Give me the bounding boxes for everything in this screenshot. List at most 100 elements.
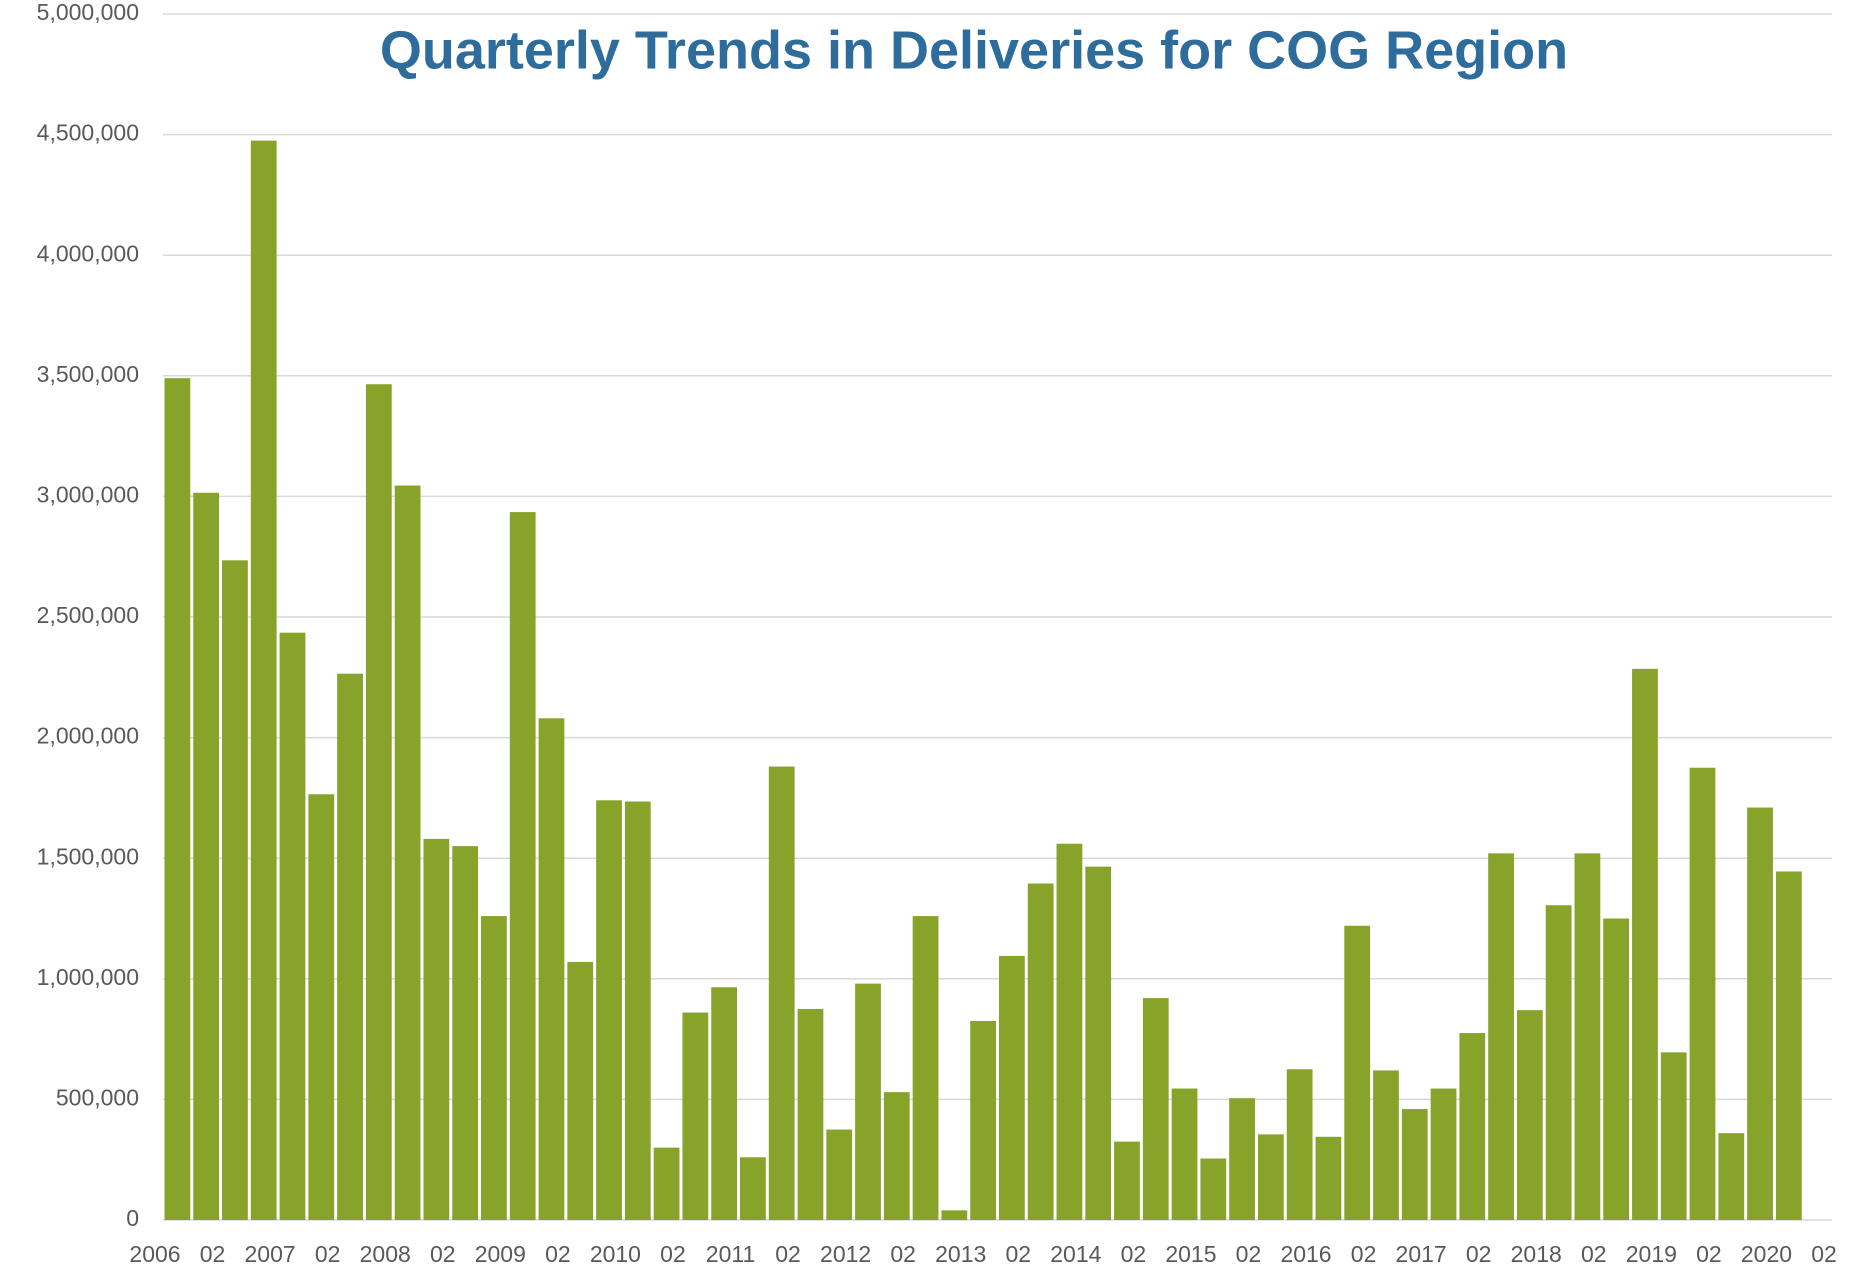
bar — [826, 1129, 853, 1220]
x-tick-label: 02 — [1121, 1241, 1147, 1267]
x-tick-label: 2009 — [475, 1241, 526, 1267]
bar — [970, 1021, 996, 1220]
bar — [308, 794, 335, 1220]
bar — [999, 955, 1025, 1220]
bar — [394, 485, 421, 1220]
y-tick-label: 0 — [126, 1205, 139, 1231]
bar — [1171, 1088, 1198, 1220]
x-tick-label: 2012 — [820, 1241, 871, 1267]
bar — [1142, 998, 1169, 1220]
bar — [1056, 843, 1083, 1220]
x-tick-label: 2017 — [1396, 1241, 1447, 1267]
x-tick-label: 02 — [545, 1241, 571, 1267]
chart-title: Quarterly Trends in Deliveries for COG R… — [380, 20, 1568, 80]
y-tick-label: 5,000,000 — [37, 0, 139, 25]
y-tick-label: 2,000,000 — [37, 723, 139, 749]
bar — [1747, 807, 1773, 1220]
x-tick-label: 02 — [775, 1241, 801, 1267]
x-tick-label: 02 — [1811, 1241, 1837, 1267]
bar — [1200, 1158, 1227, 1220]
x-tick-label: 02 — [890, 1241, 916, 1267]
x-tick-label: 2007 — [245, 1241, 296, 1267]
bar — [1488, 853, 1514, 1220]
x-tick-label: 02 — [1466, 1241, 1492, 1267]
bar — [279, 632, 306, 1220]
x-tick-label: 2014 — [1050, 1241, 1101, 1267]
y-tick-label: 4,000,000 — [37, 240, 139, 266]
y-tick-label: 3,500,000 — [37, 361, 139, 387]
y-tick-label: 3,000,000 — [37, 481, 139, 507]
x-tick-label: 2020 — [1741, 1241, 1792, 1267]
bar — [509, 512, 536, 1220]
bar — [1689, 767, 1716, 1220]
bar — [1516, 1010, 1543, 1220]
bar — [1085, 866, 1112, 1220]
bar — [855, 983, 881, 1220]
y-tick-label: 4,500,000 — [37, 120, 139, 146]
x-tick-label: 2016 — [1280, 1241, 1331, 1267]
x-tick-label: 02 — [430, 1241, 456, 1267]
bar — [1401, 1109, 1428, 1220]
bar — [740, 1157, 766, 1220]
bar — [481, 916, 507, 1220]
x-tick-label: 2010 — [590, 1241, 641, 1267]
x-tick-label: 2013 — [935, 1241, 986, 1267]
x-tick-label: 2018 — [1511, 1241, 1562, 1267]
bar — [538, 718, 565, 1220]
bar — [653, 1147, 680, 1220]
bar — [1257, 1134, 1284, 1220]
bar — [250, 140, 277, 1220]
bar — [1574, 853, 1601, 1220]
bar — [365, 384, 392, 1220]
bar — [1430, 1088, 1457, 1220]
bar — [452, 846, 479, 1220]
y-tick-label: 1,500,000 — [37, 843, 139, 869]
bar — [941, 1210, 968, 1220]
bar — [1660, 1052, 1687, 1220]
x-tick-label: 02 — [200, 1241, 226, 1267]
bar — [337, 673, 363, 1220]
bar — [1373, 1070, 1399, 1220]
x-tick-label: 02 — [1236, 1241, 1262, 1267]
x-tick-label: 02 — [1581, 1241, 1607, 1267]
x-tick-label: 2011 — [706, 1241, 755, 1267]
bar — [711, 987, 738, 1220]
bar — [567, 961, 594, 1220]
bar — [682, 1012, 709, 1220]
x-tick-label: 2008 — [360, 1241, 411, 1267]
y-tick-label: 1,000,000 — [37, 964, 139, 990]
bar — [1344, 925, 1371, 1220]
x-tick-label: 02 — [315, 1241, 341, 1267]
x-tick-label: 02 — [1351, 1241, 1377, 1267]
x-tick-label: 02 — [660, 1241, 686, 1267]
bar — [1632, 668, 1658, 1220]
bar — [624, 801, 651, 1220]
y-tick-label: 2,500,000 — [37, 602, 139, 628]
x-tick-label: 2019 — [1626, 1241, 1677, 1267]
bar — [596, 800, 622, 1220]
bar — [912, 916, 939, 1220]
x-tick-label: 02 — [1696, 1241, 1722, 1267]
bar — [222, 560, 248, 1220]
bar — [164, 378, 191, 1220]
bar — [1286, 1069, 1313, 1220]
x-tick-label: 2006 — [129, 1241, 180, 1267]
bar — [1603, 918, 1630, 1220]
bar — [423, 838, 450, 1220]
bar — [193, 492, 220, 1221]
bar — [1545, 905, 1572, 1220]
bar — [797, 1008, 824, 1220]
bar — [1027, 883, 1054, 1220]
bar — [883, 1092, 910, 1220]
bar — [768, 766, 795, 1220]
x-tick-label: 2015 — [1165, 1241, 1216, 1267]
bar — [1718, 1133, 1745, 1220]
y-tick-label: 500,000 — [56, 1084, 139, 1110]
bar — [1114, 1141, 1140, 1220]
bar — [1775, 871, 1802, 1220]
bar — [1315, 1136, 1342, 1220]
bar — [1229, 1098, 1255, 1220]
x-tick-label: 02 — [1005, 1241, 1031, 1267]
